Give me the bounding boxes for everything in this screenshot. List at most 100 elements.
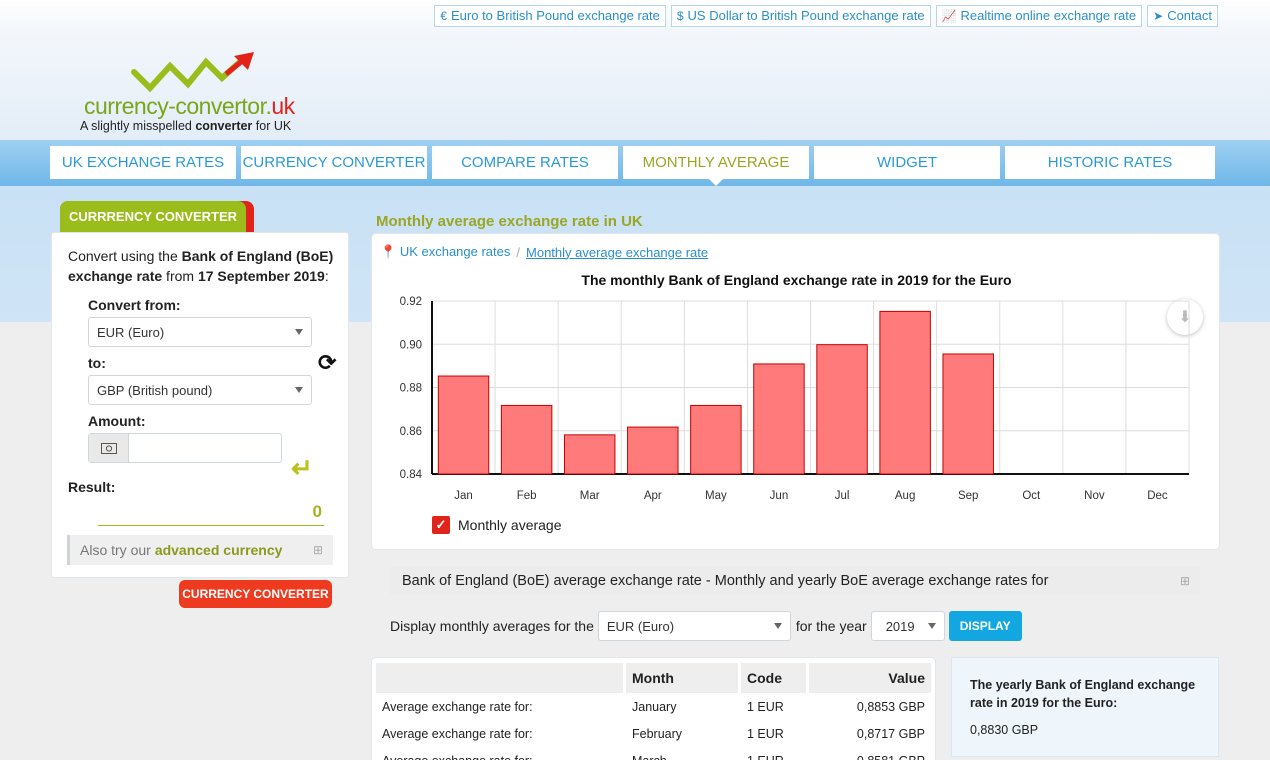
top-link[interactable]: ➤ Contact [1147,5,1218,27]
sidebar-tab-label[interactable]: CURRRENCY CONVERTER [60,201,246,232]
from-currency-select[interactable]: EUR (Euro) [88,317,312,347]
amount-label: Amount: [88,413,146,429]
bar-feb [500,404,553,475]
cell-month: February [632,726,683,741]
from-label: Convert from: [88,297,181,313]
cell-code: 1 EUR [747,699,784,714]
sidebar-tab: CURRRENCY CONVERTER [60,201,254,232]
from-currency-value: EUR (Euro) [97,324,165,340]
tagline-bold: converter [195,119,253,133]
col-header-code: Code [741,663,809,693]
monthly-table: Month Code Value Average exchange rate f… [376,663,931,760]
x-tick-label: Apr [644,490,662,502]
yearly-average-box: The yearly Bank of England exchange rate… [951,657,1219,757]
table-row: Average exchange rate for: February 1 EUR 0… [376,720,931,747]
tagline-pre: A slightly misspelled [80,119,196,133]
x-tick-label: Oct [1022,490,1041,502]
amount-input[interactable] [130,434,280,462]
top-link[interactable]: € Euro to British Pound exchange rate [434,5,666,27]
checkbox-checked-icon: ✓ [432,516,450,534]
x-tick-label: Feb [517,490,537,502]
yearly-value: 0,8830 GBP [970,723,1039,737]
breadcrumb-home[interactable]: 📍 UK exchange rates [380,244,510,260]
to-currency-select[interactable]: GBP (British pound) [88,375,312,405]
top-link-label: Contact [1167,8,1212,23]
y-tick-label: 0.92 [400,296,422,308]
converter-box: Convert using the Bank of England (BoE) … [51,232,349,578]
breadcrumb-current[interactable]: Monthly average exchange rate [526,244,709,260]
x-tick-label: Sep [958,490,978,502]
x-tick-label: Jan [454,490,473,502]
yearly-title: The yearly Bank of England exchange rate… [970,678,1196,710]
display-button[interactable]: DISPLAY [948,611,1022,641]
nav-item-monthly-average[interactable]: MONTHLY AVERAGE [623,146,809,186]
logo-tagline: A slightly misspelled converter for UK [80,119,291,133]
top-link[interactable]: $ US Dollar to British Pound exchange rat… [670,5,931,27]
nav-item-historic-rates[interactable]: HISTORIC RATES [1005,146,1215,179]
cell-code: 1 EUR [741,747,809,760]
x-tick-label: Mar [580,490,600,502]
chevron-down-icon [295,387,303,393]
table-header-row: Month Code Value [376,663,931,693]
euro-icon: € [440,9,447,23]
top-links: € Euro to British Pound exchange rate $ US … [434,5,1218,27]
bar-jan [437,375,490,475]
download-icon[interactable]: ⬇ [1167,299,1203,335]
display-currency-value: EUR (Euro) [606,618,675,634]
page-title: Monthly average exchange rate in UK [376,213,643,230]
display-year-select[interactable]: 2019 [870,611,945,641]
cell-label: Average exchange rate for: [382,699,533,714]
y-tick-label: 0.84 [400,469,423,481]
nav-item-currency-converter[interactable]: CURRENCY CONVERTER [241,146,427,179]
col-header-month: Month [626,663,741,693]
bar-sep [942,353,994,475]
chevron-down-icon [927,623,936,629]
y-tick-label: 0.90 [400,339,422,351]
turn-down-arrow-icon: ↵ [291,453,313,483]
nav-item-compare-rates[interactable]: COMPARE RATES [432,146,618,179]
intro-boe: Bank of England (BoE) exchange rate [68,248,334,284]
main-nav: UK EXCHANGE RATES CURRENCY CONVERTER COMPA… [50,146,1215,186]
section-header[interactable]: Bank of England (BoE) average exchange r… [390,567,1200,595]
display-label: Display monthly averages for the [390,618,594,634]
col-header-label [376,663,626,693]
chevron-down-icon [773,623,782,629]
converter-intro: Convert using the Bank of England (BoE) … [68,246,338,286]
line-chart-icon: 📈 [941,9,957,23]
chart-legend[interactable]: ✓ Monthly average [432,516,562,534]
bar-jun [753,363,805,475]
top-link[interactable]: 📈 Realtime online exchange rate [935,5,1143,27]
bar-mar [563,434,616,475]
col-header-value: Value [809,663,931,693]
logo-zigzag-icon [131,52,254,93]
display-year-label: for the year [795,618,867,634]
legend-label: Monthly average [458,517,562,533]
nav-item-widget[interactable]: WIDGET [814,146,1000,179]
x-tick-label: May [705,490,727,502]
nav-item-uk-exchange-rates[interactable]: UK EXCHANGE RATES [50,146,236,179]
display-currency-select[interactable]: EUR (Euro) [597,611,791,641]
map-marker-icon: 📍 [380,244,397,259]
currency-converter-button[interactable]: CURRENCY CONVERTER [179,580,332,608]
bar-jul [816,344,868,475]
expand-icon: ⊞ [1179,574,1190,588]
result-label: Result: [68,479,116,495]
top-link-label: Euro to British Pound exchange rate [451,8,660,23]
chart-title: The monthly Bank of England exchange rat… [581,272,1012,288]
section-title: Bank of England (BoE) average exchange r… [402,573,1049,589]
expand-icon: ⊞ [312,543,323,557]
bar-chart: 0.84 0.86 0.88 0.90 0.92 Jan Feb Mar Apr May Jun Ju… [400,296,1190,502]
chevron-down-icon [295,329,303,335]
bar-may [690,404,742,475]
swap-icon[interactable]: ⟳ [318,350,337,375]
breadcrumb-home-label: UK exchange rates [399,244,511,259]
advanced-currency-toggle[interactable]: Also try our advanced currency ⊞ [67,535,333,565]
intro-date: 17 September 2019 [197,268,325,284]
tagline-post: for UK [252,119,292,133]
x-tick-label: Dec [1147,490,1168,502]
amount-field [88,433,282,463]
table-row: Average exchange rate for: January 1 EUR 0,… [376,693,931,720]
cell-month: March [626,747,741,760]
to-currency-value: GBP (British pound) [97,382,213,398]
logo-text: currency-convertor.uk [84,93,295,120]
